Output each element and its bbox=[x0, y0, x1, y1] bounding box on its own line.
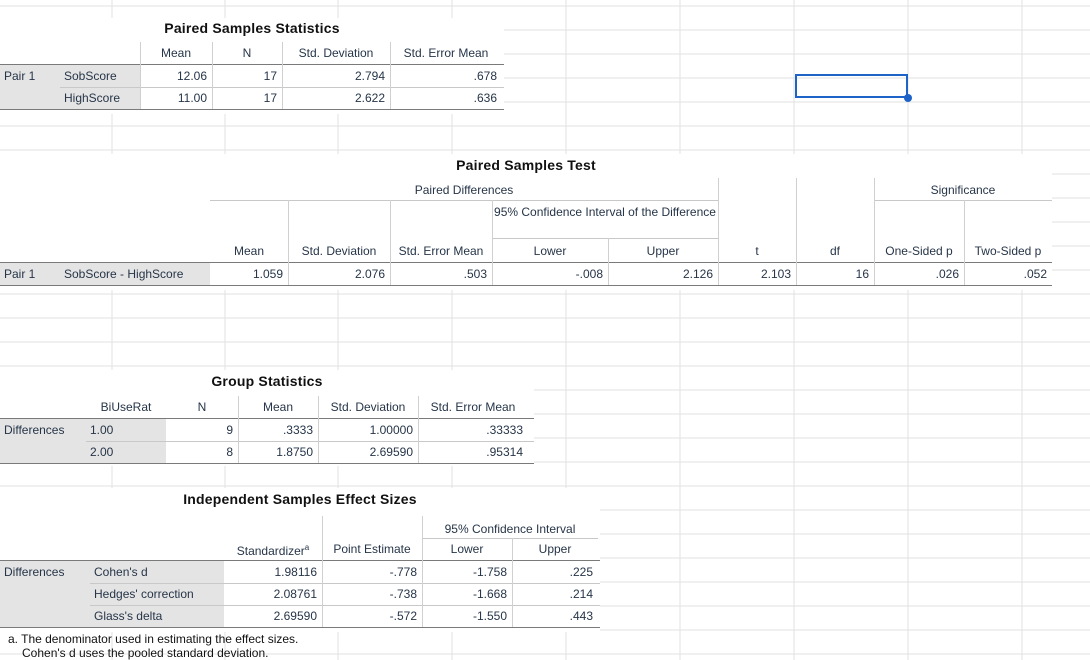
ci-upper-value: .443 bbox=[512, 608, 598, 624]
sem-value: .636 bbox=[390, 90, 502, 106]
column-header: Std. Deviation bbox=[282, 45, 390, 61]
n-value: 17 bbox=[212, 68, 282, 84]
column-header: N bbox=[212, 45, 282, 61]
column-header: Upper bbox=[512, 541, 598, 557]
point-estimate-value: -.778 bbox=[322, 564, 422, 580]
mean-value: 11.00 bbox=[140, 90, 212, 106]
group-value: 2.00 bbox=[86, 441, 166, 463]
sd-value: 2.69590 bbox=[318, 444, 418, 460]
row-label: Differences bbox=[0, 419, 86, 463]
sem-value: .503 bbox=[390, 266, 492, 282]
mean-value: .3333 bbox=[238, 422, 318, 438]
column-header: Point Estimate bbox=[322, 541, 422, 557]
row-label: SobScore bbox=[60, 65, 140, 87]
two-sided-p-value: .052 bbox=[964, 266, 1052, 282]
footnote: a. The denominator used in estimating th… bbox=[8, 632, 298, 646]
ci-lower-value: -1.550 bbox=[422, 608, 512, 624]
column-header: df bbox=[796, 243, 874, 259]
column-header: Std. Deviation bbox=[288, 243, 390, 259]
column-header: Std. Deviation bbox=[318, 399, 418, 415]
column-header: t bbox=[718, 243, 796, 259]
group-statistics-table: Group Statistics BiUseRat N Mean Std. De… bbox=[0, 370, 534, 466]
table-title: Paired Samples Test bbox=[0, 157, 1052, 173]
group-header: 95% Confidence Interval bbox=[422, 521, 598, 537]
column-header: Two-Sided p bbox=[964, 243, 1052, 259]
ci-lower-value: -1.668 bbox=[422, 586, 512, 602]
column-header: Std. Error Mean bbox=[390, 45, 502, 61]
table-title: Paired Samples Statistics bbox=[0, 20, 504, 36]
paired-samples-test-table: Paired Samples Test Paired Differences S… bbox=[0, 154, 1052, 290]
footnote-marker: a bbox=[305, 543, 309, 552]
sd-value: 2.622 bbox=[282, 90, 390, 106]
row-label: Hedges' correction bbox=[90, 583, 224, 605]
table-title: Group Statistics bbox=[0, 373, 534, 389]
df-value: 16 bbox=[796, 266, 874, 282]
n-value: 8 bbox=[166, 444, 238, 460]
sem-value: .678 bbox=[390, 68, 502, 84]
column-header: Lower bbox=[492, 243, 608, 259]
sd-value: 2.076 bbox=[288, 266, 390, 282]
group-header: Significance bbox=[874, 182, 1052, 198]
column-header: BiUseRat bbox=[86, 399, 166, 415]
standardizer-label: Standardizer bbox=[237, 544, 305, 558]
ci-lower-value: -1.758 bbox=[422, 564, 512, 580]
paired-samples-statistics-table: Paired Samples Statistics Mean N Std. De… bbox=[0, 18, 504, 114]
column-header: Std. Error Mean bbox=[390, 243, 492, 259]
one-sided-p-value: .026 bbox=[874, 266, 964, 282]
column-header: Standardizera bbox=[224, 540, 322, 559]
ci-upper-value: 2.126 bbox=[608, 266, 718, 282]
fill-handle[interactable] bbox=[904, 94, 912, 102]
row-label: Cohen's d bbox=[90, 561, 224, 583]
mean-value: 12.06 bbox=[140, 68, 212, 84]
column-header: Mean bbox=[140, 45, 212, 61]
sd-value: 1.00000 bbox=[318, 422, 418, 438]
standardizer-value: 2.69590 bbox=[224, 608, 322, 624]
column-header: Mean bbox=[210, 243, 288, 259]
ci-upper-value: .214 bbox=[512, 586, 598, 602]
pair-label: Pair 1 bbox=[0, 65, 60, 109]
ci-upper-value: .225 bbox=[512, 564, 598, 580]
point-estimate-value: -.572 bbox=[322, 608, 422, 624]
n-value: 9 bbox=[166, 422, 238, 438]
row-label: Differences bbox=[0, 561, 90, 627]
row-label: HighScore bbox=[60, 87, 140, 109]
group-header: Paired Differences bbox=[210, 182, 718, 198]
effect-sizes-table: Independent Samples Effect Sizes 95% Con… bbox=[0, 488, 600, 632]
pair-label: Pair 1 bbox=[0, 263, 60, 285]
sem-value: .33333 bbox=[418, 422, 528, 438]
row-label: SobScore - HighScore bbox=[60, 263, 210, 285]
column-header: One-Sided p bbox=[874, 243, 964, 259]
standardizer-value: 1.98116 bbox=[224, 564, 322, 580]
n-value: 17 bbox=[212, 90, 282, 106]
table-title: Independent Samples Effect Sizes bbox=[0, 491, 600, 507]
group-header: 95% Confidence Interval of the Differenc… bbox=[492, 205, 718, 220]
group-value: 1.00 bbox=[86, 419, 166, 441]
point-estimate-value: -.738 bbox=[322, 586, 422, 602]
column-header: Lower bbox=[422, 541, 512, 557]
column-header: Std. Error Mean bbox=[418, 399, 528, 415]
selected-cell[interactable] bbox=[795, 74, 908, 98]
column-header: Mean bbox=[238, 399, 318, 415]
row-label: Glass's delta bbox=[90, 605, 224, 627]
ci-lower-value: -.008 bbox=[492, 266, 608, 282]
footnote: Cohen's d uses the pooled standard devia… bbox=[22, 646, 268, 660]
column-header: Upper bbox=[608, 243, 718, 259]
t-value: 2.103 bbox=[718, 266, 796, 282]
mean-value: 1.8750 bbox=[238, 444, 318, 460]
sem-value: .95314 bbox=[418, 444, 528, 460]
column-header: N bbox=[166, 399, 238, 415]
standardizer-value: 2.08761 bbox=[224, 586, 322, 602]
mean-value: 1.059 bbox=[210, 266, 288, 282]
sd-value: 2.794 bbox=[282, 68, 390, 84]
